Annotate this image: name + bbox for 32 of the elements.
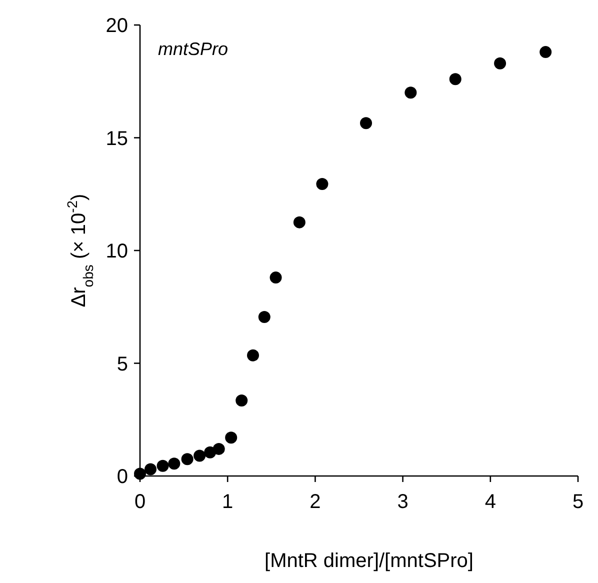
- y-tick-label: 5: [116, 353, 128, 376]
- y-tick-label: 0: [116, 466, 128, 488]
- x-tick-label: 2: [310, 491, 321, 513]
- point: [134, 468, 146, 480]
- point: [258, 311, 270, 324]
- point: [247, 349, 260, 362]
- x-tick-label: 4: [484, 491, 496, 513]
- point: [236, 394, 248, 406]
- point: [144, 463, 157, 476]
- x-axis-title: [MntR dimer]/[mntSPro]: [264, 550, 474, 572]
- x-tick-label: 0: [134, 491, 146, 513]
- annotation: mntSPro: [158, 39, 228, 59]
- y-tick-label: 20: [106, 15, 128, 37]
- point: [293, 216, 306, 228]
- point: [540, 46, 552, 58]
- x-tick-label: 1: [222, 491, 234, 513]
- point: [449, 73, 462, 86]
- point: [225, 432, 238, 444]
- point: [194, 450, 206, 462]
- point: [168, 458, 180, 470]
- point: [404, 86, 417, 99]
- point: [270, 272, 282, 284]
- y-tick-label: 10: [106, 240, 128, 262]
- point: [316, 178, 328, 190]
- point: [360, 117, 372, 130]
- x-tick-label: 3: [397, 491, 408, 513]
- point: [212, 442, 225, 455]
- x-tick-label: 5: [572, 491, 584, 513]
- y-tick-label: 15: [106, 128, 128, 150]
- point: [181, 453, 194, 466]
- point: [494, 57, 506, 70]
- point: [156, 460, 169, 472]
